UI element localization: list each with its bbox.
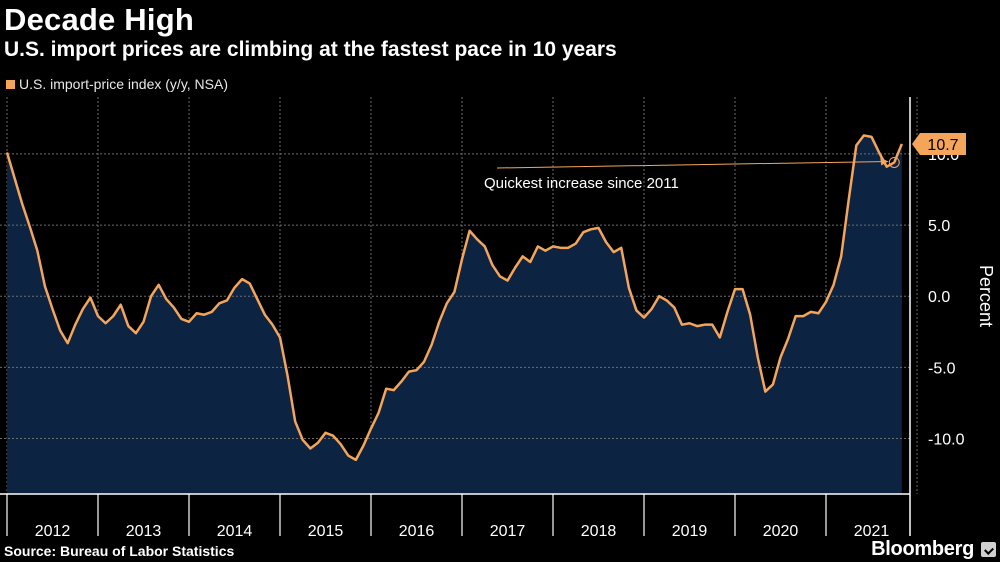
chart-title: Decade High <box>4 2 194 37</box>
legend-swatch-icon <box>6 79 15 89</box>
x-tick-label: 2015 <box>308 523 344 540</box>
x-tick-label: 2019 <box>672 523 708 540</box>
y-tick-label: 0.0 <box>928 289 950 306</box>
x-tick-label: 2014 <box>217 523 253 540</box>
y-tick-label: 5.0 <box>928 218 950 235</box>
annotation-arrowhead <box>880 157 889 166</box>
annotation-arrow <box>496 160 889 169</box>
annotation-marker <box>888 156 900 168</box>
y-tick-label: -10.0 <box>928 432 965 449</box>
y-tick-label: -5.0 <box>928 360 956 377</box>
x-tick-label: 2012 <box>35 523 71 540</box>
series-area <box>7 135 902 495</box>
x-tick-label: 2017 <box>490 523 526 540</box>
x-tick-label: 2013 <box>126 523 162 540</box>
x-tick-label: 2020 <box>763 523 799 540</box>
x-tick-label: 2021 <box>854 523 890 540</box>
legend-label: U.S. import-price index (y/y, NSA) <box>19 76 229 92</box>
last-value-badge <box>912 132 966 155</box>
chart-subtitle: U.S. import prices are climbing at the f… <box>4 38 617 61</box>
legend: U.S. import-price index (y/y, NSA) <box>6 76 228 92</box>
brand-logo: Bloomberg <box>871 538 974 560</box>
x-tick-label: 2016 <box>399 523 435 540</box>
source-note: Source: Bureau of Labor Statistics <box>4 543 235 559</box>
series-line <box>5 134 903 462</box>
y-axis-label: Percent <box>976 265 996 327</box>
annotation-text: Quickest increase since 2011 <box>484 175 679 192</box>
brand-badge-icon <box>981 542 996 557</box>
last-value-label: 10.7 <box>927 137 958 154</box>
x-tick-label: 2018 <box>581 523 617 540</box>
